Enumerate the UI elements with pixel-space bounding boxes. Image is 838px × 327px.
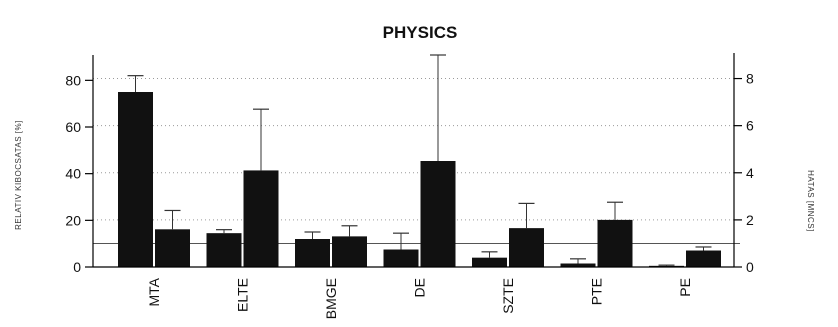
bar-szte-series2 <box>509 228 544 267</box>
bars <box>118 54 721 267</box>
category-label-mta: MTA <box>146 277 162 306</box>
bar-mta-series1 <box>118 92 153 267</box>
left-axis-label: RELATIV KIBOCSATAS [%] <box>14 120 23 230</box>
left-tick-label-20: 20 <box>65 212 81 228</box>
category-label-szte: SZTE <box>500 278 516 314</box>
left-tick-label-40: 40 <box>65 166 81 182</box>
right-axis-label: HATAS [MNCS] <box>806 170 815 232</box>
bar-bmge-series1 <box>295 239 330 267</box>
right-tick-label-0: 0 <box>746 259 754 275</box>
category-label-pe: PE <box>677 278 693 297</box>
bar-de-series2 <box>420 161 456 267</box>
category-label-elte: ELTE <box>235 278 251 312</box>
chart-title: PHYSICS <box>383 23 458 42</box>
bar-szte-series1 <box>472 257 507 267</box>
left-tick-label-60: 60 <box>65 119 81 135</box>
left-tick-label-80: 80 <box>65 72 81 88</box>
category-label-bmge: BMGE <box>323 278 339 319</box>
right-tick-label-8: 8 <box>746 71 754 87</box>
bar-pte-series2 <box>597 219 633 267</box>
bar-pte-series1 <box>560 263 596 267</box>
category-label-de: DE <box>412 278 428 297</box>
bar-de-series1 <box>383 249 419 267</box>
bar-elte-series1 <box>206 233 242 267</box>
axes <box>85 53 742 268</box>
right-tick-label-6: 6 <box>746 118 754 134</box>
left-tick-label-0: 0 <box>73 259 81 275</box>
tick-labels: MTA ELTE BMGE DE SZTE PTE PE 0 20 40 60 80 0 2 4 6 8 <box>65 71 754 320</box>
bar-pe-series2 <box>686 250 721 267</box>
right-tick-label-2: 2 <box>746 212 754 228</box>
bar-mta-series2 <box>155 229 190 267</box>
bar-bmge-series2 <box>332 236 367 267</box>
category-label-pte: PTE <box>589 278 605 305</box>
bar-elte-series2 <box>243 170 279 267</box>
grid-lines <box>93 78 740 244</box>
right-tick-label-4: 4 <box>746 165 754 181</box>
